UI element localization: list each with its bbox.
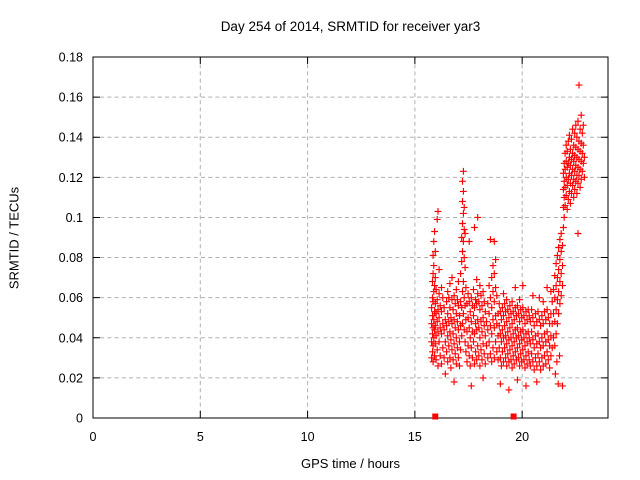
plot-border — [92, 56, 609, 419]
y-tick-label: 0.06 — [59, 291, 83, 305]
x-tick-label: 5 — [197, 430, 204, 444]
y-tick-label: 0.02 — [59, 371, 83, 385]
chart-title: Day 254 of 2014, SRMTID for receiver yar… — [220, 19, 481, 34]
axis-flag-square — [432, 413, 439, 420]
axis-flag-square — [510, 413, 517, 420]
y-tick-label: 0.12 — [59, 171, 83, 185]
y-axis-label: SRMTID / TECUs — [6, 186, 22, 290]
y-tick-label: 0.1 — [66, 211, 83, 225]
y-tick-label: 0.16 — [59, 91, 83, 105]
x-tick-label: 10 — [301, 430, 315, 444]
y-tick-label: 0 — [76, 412, 83, 426]
grid-lines — [93, 57, 608, 418]
data-points-plus — [428, 81, 588, 394]
x-tick-label: 0 — [90, 430, 97, 444]
y-tick-label: 0.08 — [59, 251, 83, 265]
x-axis-label: GPS time / hours — [301, 456, 400, 471]
y-tick-label: 0.14 — [59, 131, 83, 145]
y-tick-label: 0.04 — [59, 331, 83, 345]
x-tick-label: 15 — [408, 430, 422, 444]
y-tick-label: 0.18 — [59, 51, 83, 65]
x-tick-label: 20 — [515, 430, 529, 444]
